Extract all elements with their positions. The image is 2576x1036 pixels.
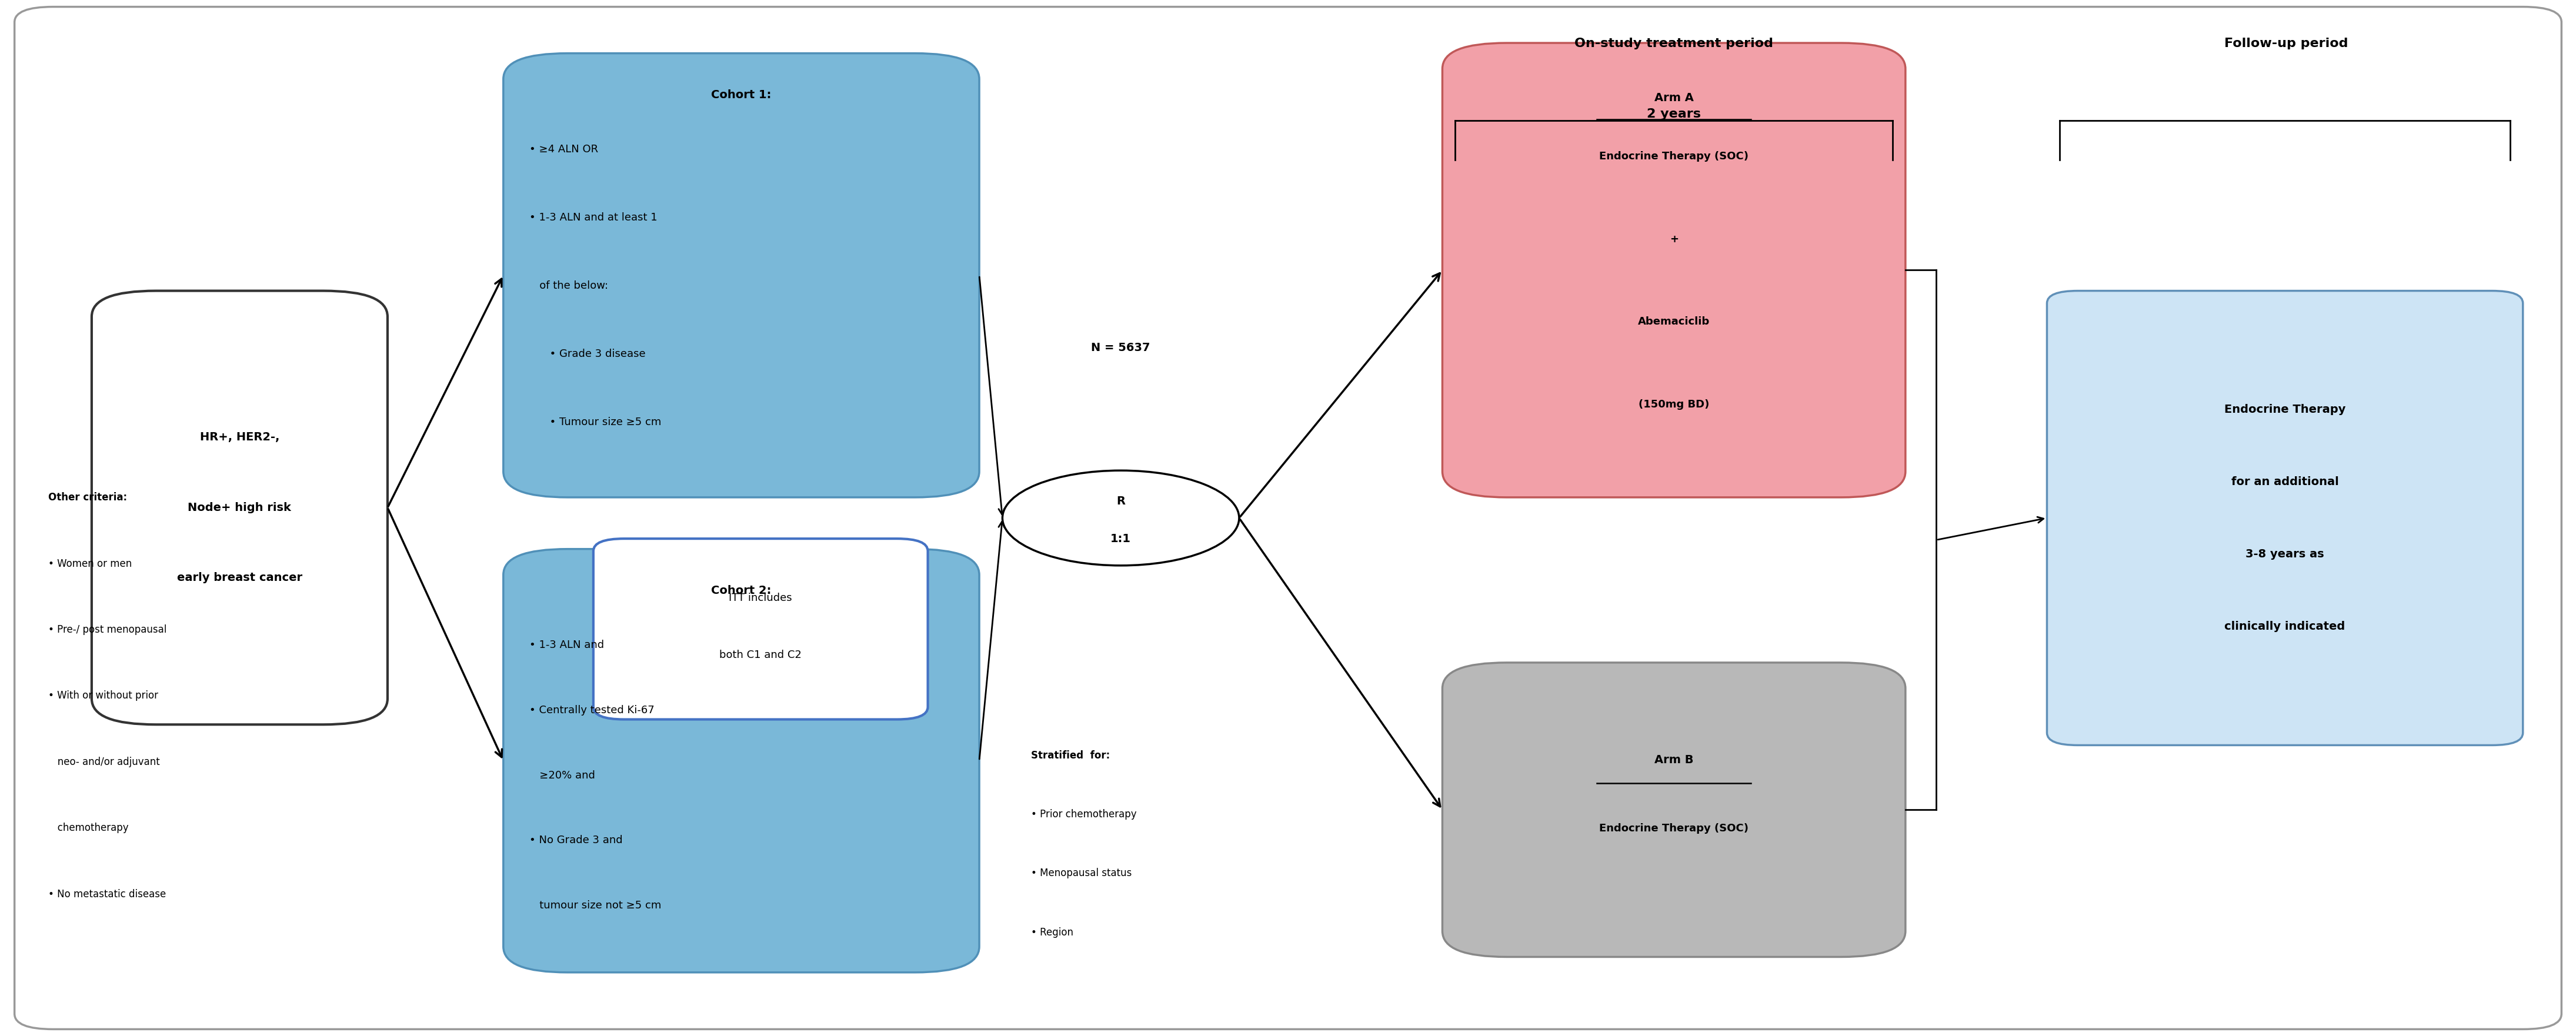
- Circle shape: [1002, 470, 1239, 566]
- Text: Endocrine Therapy: Endocrine Therapy: [2223, 404, 2347, 415]
- Text: • Women or men: • Women or men: [49, 558, 131, 569]
- Text: Endocrine Therapy (SOC): Endocrine Therapy (SOC): [1600, 823, 1749, 834]
- Text: chemotherapy: chemotherapy: [49, 823, 129, 833]
- Text: • No Grade 3 and: • No Grade 3 and: [528, 835, 623, 845]
- Text: N = 5637: N = 5637: [1092, 342, 1151, 353]
- Text: • Pre-/ post menopausal: • Pre-/ post menopausal: [49, 625, 167, 635]
- Text: • ≥4 ALN OR: • ≥4 ALN OR: [528, 144, 598, 154]
- Text: 3-8 years as: 3-8 years as: [2246, 548, 2324, 559]
- Text: tumour size not ≥5 cm: tumour size not ≥5 cm: [528, 900, 662, 911]
- Text: Cohort 2:: Cohort 2:: [711, 585, 770, 597]
- FancyBboxPatch shape: [592, 539, 927, 719]
- Text: ≥20% and: ≥20% and: [528, 770, 595, 780]
- Text: R: R: [1115, 496, 1126, 507]
- Text: 1:1: 1:1: [1110, 534, 1131, 544]
- Text: Node+ high risk: Node+ high risk: [188, 502, 291, 513]
- Text: • 1-3 ALN and at least 1: • 1-3 ALN and at least 1: [528, 212, 657, 223]
- Text: Cohort 1:: Cohort 1:: [711, 89, 770, 100]
- Text: Arm A: Arm A: [1654, 92, 1692, 104]
- Text: Stratified  for:: Stratified for:: [1030, 750, 1110, 761]
- FancyBboxPatch shape: [502, 549, 979, 973]
- Text: • Tumour size ≥5 cm: • Tumour size ≥5 cm: [528, 416, 662, 428]
- Text: • Centrally tested Ki-67: • Centrally tested Ki-67: [528, 704, 654, 716]
- Text: • 1-3 ALN and: • 1-3 ALN and: [528, 640, 603, 651]
- Text: • Prior chemotherapy: • Prior chemotherapy: [1030, 809, 1136, 819]
- Text: • Region: • Region: [1030, 927, 1074, 938]
- Text: Abemaciclib: Abemaciclib: [1638, 317, 1710, 327]
- Text: Arm B: Arm B: [1654, 754, 1692, 766]
- Text: both C1 and C2: both C1 and C2: [719, 650, 801, 660]
- Text: 2 years: 2 years: [1646, 108, 1700, 120]
- Text: • No metastatic disease: • No metastatic disease: [49, 889, 165, 899]
- Text: Endocrine Therapy (SOC): Endocrine Therapy (SOC): [1600, 151, 1749, 162]
- Text: (150mg BD): (150mg BD): [1638, 399, 1710, 410]
- FancyBboxPatch shape: [1443, 42, 1906, 497]
- Text: ITT includes: ITT includes: [729, 593, 793, 603]
- FancyBboxPatch shape: [93, 291, 386, 724]
- Text: • Grade 3 disease: • Grade 3 disease: [528, 349, 644, 359]
- FancyBboxPatch shape: [502, 53, 979, 497]
- FancyBboxPatch shape: [15, 7, 2561, 1029]
- Text: for an additional: for an additional: [2231, 477, 2339, 488]
- Text: • Menopausal status: • Menopausal status: [1030, 868, 1131, 879]
- Text: of the below:: of the below:: [528, 281, 608, 291]
- Text: early breast cancer: early breast cancer: [178, 572, 301, 583]
- Text: +: +: [1669, 234, 1680, 244]
- FancyBboxPatch shape: [1443, 663, 1906, 957]
- Text: Other criteria:: Other criteria:: [49, 492, 126, 502]
- Text: On-study treatment period: On-study treatment period: [1574, 37, 1772, 50]
- Text: • With or without prior: • With or without prior: [49, 690, 157, 701]
- FancyBboxPatch shape: [2048, 291, 2522, 745]
- Text: clinically indicated: clinically indicated: [2226, 621, 2344, 632]
- Text: HR+, HER2-,: HR+, HER2-,: [201, 432, 278, 443]
- Text: neo- and/or adjuvant: neo- and/or adjuvant: [49, 756, 160, 767]
- Text: Follow-up period: Follow-up period: [2223, 37, 2349, 50]
